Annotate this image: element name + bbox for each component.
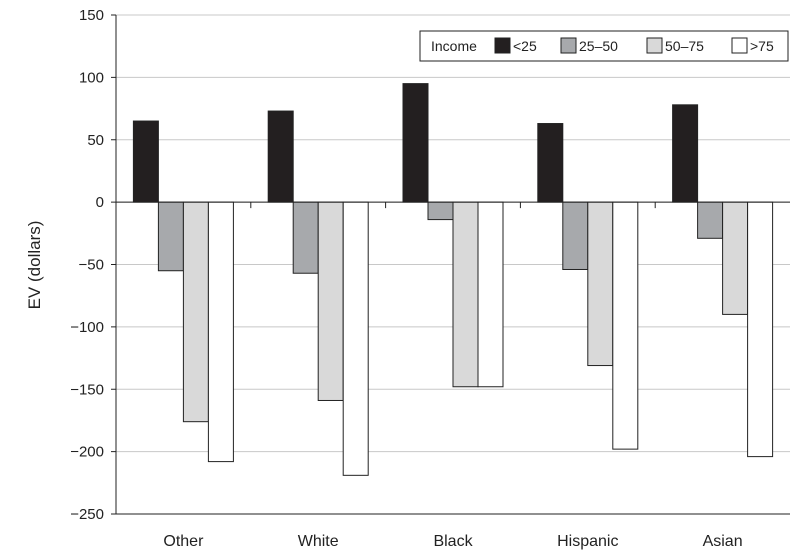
legend-swatch — [731, 37, 748, 54]
legend-label: 25–50 — [579, 38, 618, 54]
x-category-label: Asian — [703, 533, 743, 550]
x-category-labels: Other White Black Hispanic Asian — [163, 533, 742, 550]
y-tick-labels: 150 100 50 0 −50 −100 −150 −200 −250 — [70, 7, 104, 523]
legend-label: >75 — [750, 38, 774, 54]
x-category-label: Hispanic — [557, 533, 618, 550]
legend-label: <25 — [513, 38, 537, 54]
bar — [562, 201, 589, 270]
x-category-label: Black — [433, 533, 473, 550]
bar — [722, 201, 749, 315]
legend-swatch — [646, 37, 663, 54]
legend: Income <25 25–50 50–75 >75 — [419, 30, 789, 62]
bar — [157, 201, 184, 272]
y-tick-label: 0 — [96, 194, 104, 211]
bar — [612, 201, 639, 450]
bar — [182, 201, 209, 423]
legend-box — [419, 30, 789, 62]
bar — [427, 201, 454, 221]
bars — [132, 83, 774, 476]
x-category-label: Other — [163, 533, 204, 550]
bar — [672, 104, 699, 203]
legend-swatch — [494, 37, 511, 54]
bar — [747, 201, 774, 458]
legend-label: 50–75 — [665, 38, 704, 54]
y-tick-label: −250 — [70, 506, 104, 523]
bar — [452, 201, 479, 388]
axes — [111, 14, 790, 515]
bar — [402, 83, 429, 203]
bar — [477, 201, 504, 388]
bar — [317, 201, 344, 401]
y-tick-label: −200 — [70, 444, 104, 461]
x-category-label: White — [298, 533, 339, 550]
bar — [697, 201, 724, 239]
y-axis-title: EV (dollars) — [25, 221, 44, 310]
bar — [587, 201, 614, 367]
bar — [267, 110, 294, 203]
bar — [342, 201, 369, 476]
bar — [537, 123, 564, 203]
y-tick-label: −150 — [70, 381, 104, 398]
legend-swatch — [560, 37, 577, 54]
bar — [207, 201, 234, 463]
y-tick-label: 50 — [87, 132, 104, 149]
y-tick-label: −50 — [79, 257, 104, 274]
y-tick-label: 100 — [79, 69, 104, 86]
y-tick-label: 150 — [79, 7, 104, 24]
bar — [132, 120, 159, 203]
legend-title: Income — [431, 38, 477, 54]
y-tick-label: −100 — [70, 319, 104, 336]
bar — [292, 201, 319, 274]
